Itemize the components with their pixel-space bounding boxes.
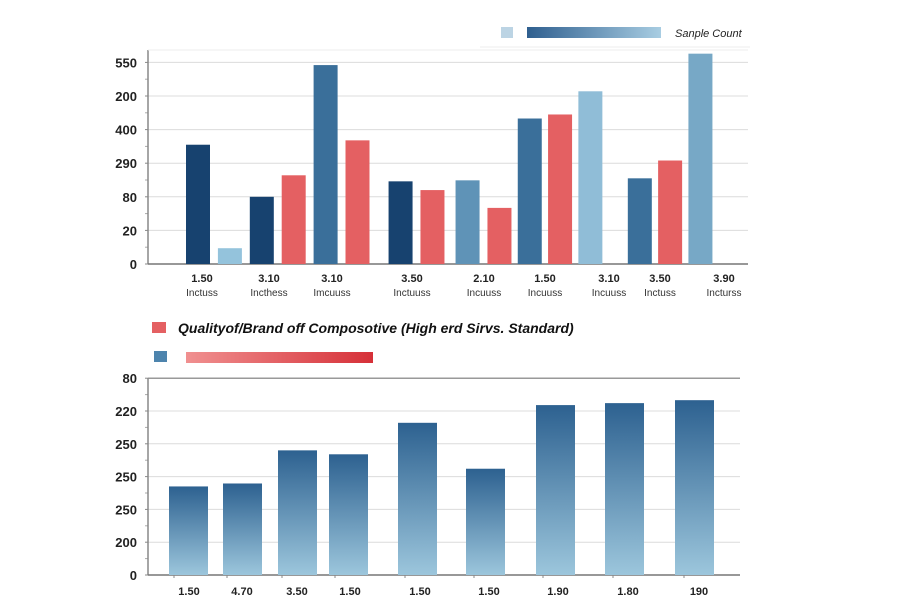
bar xyxy=(605,403,644,575)
x-tick-label: 3.50 xyxy=(401,273,422,285)
legend-label: Sanple Count xyxy=(675,28,743,40)
bar xyxy=(675,400,714,575)
x-tick-sublabel: Incturss xyxy=(706,288,741,299)
chart-title: Qualityof/Brand off Composotive (High er… xyxy=(178,320,574,336)
x-tick-sublabel: Inctuuss xyxy=(393,288,430,299)
bar xyxy=(658,160,683,264)
bar xyxy=(398,422,437,575)
y-tick-label: 0 xyxy=(130,568,137,583)
x-tick-label: 190 xyxy=(690,586,708,598)
bar xyxy=(329,454,368,575)
y-tick-label: 80 xyxy=(123,371,137,386)
bar xyxy=(169,486,208,575)
x-tick-label: 1.50 xyxy=(339,586,360,598)
bar xyxy=(223,483,262,575)
bar xyxy=(217,248,242,264)
y-tick-label: 290 xyxy=(115,156,137,171)
bar xyxy=(536,405,575,575)
y-tick-label: 550 xyxy=(115,55,137,70)
bar xyxy=(313,65,338,264)
x-tick-label: 1.50 xyxy=(178,586,199,598)
x-tick-label: 3.50 xyxy=(286,586,307,598)
legend-gradient-bar xyxy=(527,27,661,38)
bottom-chart: 0 200 250 250 250 220 80 1.50 4.70 3.50 1.50 1.50 1.… xyxy=(115,371,740,598)
bar xyxy=(627,178,652,264)
x-tick-label: 1.50 xyxy=(478,586,499,598)
bar xyxy=(517,118,542,265)
x-tick-label: 1.50 xyxy=(534,273,555,285)
bar xyxy=(578,91,603,265)
x-tick-label: 3.90 xyxy=(713,273,734,285)
y-tick-label: 200 xyxy=(115,535,137,550)
title-swatch xyxy=(152,322,166,333)
bar xyxy=(249,196,274,264)
x-tick-label: 1.90 xyxy=(547,586,568,598)
bar xyxy=(455,180,480,264)
legend-swatch xyxy=(501,27,513,38)
bottom-legend: Qualityof/Brand off Composotive (High er… xyxy=(152,320,574,363)
x-tick-label: 3.10 xyxy=(598,273,619,285)
bar xyxy=(420,190,445,264)
x-tick-label: 3.10 xyxy=(258,273,279,285)
bar xyxy=(281,175,306,264)
top-legend: Sanple Count xyxy=(480,27,750,48)
x-tick-sublabel: Inctuss xyxy=(644,288,676,299)
bar xyxy=(278,450,317,575)
y-tick-label: 250 xyxy=(115,437,137,452)
bar xyxy=(345,140,370,264)
x-tick-sublabel: Incuuss xyxy=(592,288,626,299)
y-tick-label: 400 xyxy=(115,123,137,138)
top-chart: 0 20 80 290 400 200 550 1.50 Inctuss 3.10 Incthess… xyxy=(115,49,748,299)
bar xyxy=(688,53,713,264)
y-tick-label: 250 xyxy=(115,470,137,485)
y-tick-label: 20 xyxy=(123,223,137,238)
x-tick-sublabel: Imcuuss xyxy=(313,288,350,299)
x-tick-label: 3.10 xyxy=(321,273,342,285)
x-tick-label: 3.50 xyxy=(649,273,670,285)
x-tick-sublabel: Inctuss xyxy=(186,288,218,299)
legend-gradient-bar xyxy=(186,352,373,363)
bar xyxy=(487,207,512,264)
bar xyxy=(548,114,573,264)
x-tick-label: 1.50 xyxy=(191,273,212,285)
x-tick-sublabel: Incthess xyxy=(250,288,287,299)
y-tick-label: 220 xyxy=(115,404,137,419)
x-tick-sublabel: Incuuss xyxy=(467,288,501,299)
y-tick-label: 0 xyxy=(130,257,137,272)
bar xyxy=(388,181,413,264)
y-tick-label: 250 xyxy=(115,502,137,517)
bar xyxy=(466,468,505,575)
x-tick-label: 1.50 xyxy=(409,586,430,598)
bar xyxy=(186,144,210,264)
x-tick-label: 1.80 xyxy=(617,586,638,598)
x-tick-label: 4.70 xyxy=(231,586,252,598)
y-tick-label: 200 xyxy=(115,89,137,104)
legend-swatch xyxy=(154,351,167,362)
y-tick-label: 80 xyxy=(123,190,137,205)
x-tick-sublabel: Incuuss xyxy=(528,288,562,299)
x-tick-label: 2.10 xyxy=(473,273,494,285)
